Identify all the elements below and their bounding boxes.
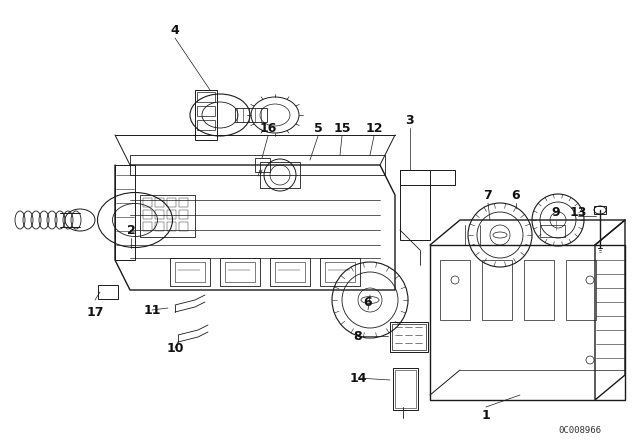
Bar xyxy=(167,210,176,219)
Text: 5: 5 xyxy=(314,121,323,134)
Text: 15: 15 xyxy=(333,121,351,134)
Bar xyxy=(143,222,152,231)
Bar xyxy=(390,322,428,352)
Text: 9: 9 xyxy=(552,206,560,219)
Bar xyxy=(155,198,164,207)
Bar xyxy=(130,155,385,175)
Bar xyxy=(594,206,606,214)
Bar xyxy=(179,222,188,231)
Bar xyxy=(197,106,215,116)
Text: 14: 14 xyxy=(349,371,367,384)
Text: 4: 4 xyxy=(171,23,179,36)
Text: 3: 3 xyxy=(406,113,414,126)
Bar xyxy=(167,198,176,207)
Bar xyxy=(155,210,164,219)
Bar xyxy=(175,262,205,282)
Text: 2: 2 xyxy=(127,224,136,237)
Bar xyxy=(143,198,152,207)
Bar xyxy=(524,260,554,320)
Bar xyxy=(395,370,416,408)
Bar xyxy=(430,245,625,400)
Text: 11: 11 xyxy=(143,303,161,316)
Bar xyxy=(235,108,267,122)
Text: 6: 6 xyxy=(364,296,372,309)
Bar xyxy=(255,158,270,172)
Text: 10: 10 xyxy=(166,341,184,354)
Bar xyxy=(197,92,215,102)
Bar xyxy=(195,90,217,140)
Text: 17: 17 xyxy=(86,306,104,319)
Bar xyxy=(392,324,426,350)
Text: 8: 8 xyxy=(354,329,362,343)
Bar xyxy=(179,210,188,219)
Bar xyxy=(260,162,300,188)
Text: 0C008966: 0C008966 xyxy=(559,426,602,435)
Bar xyxy=(155,222,164,231)
Bar xyxy=(140,195,195,237)
Bar xyxy=(400,170,430,240)
Bar xyxy=(325,262,355,282)
Bar xyxy=(440,260,470,320)
Bar xyxy=(275,262,305,282)
Bar xyxy=(170,258,210,286)
Bar xyxy=(320,258,360,286)
Text: 7: 7 xyxy=(484,189,492,202)
Bar xyxy=(482,260,512,320)
Bar xyxy=(270,258,310,286)
Bar xyxy=(566,260,596,320)
Bar xyxy=(197,120,215,130)
Bar xyxy=(179,198,188,207)
Bar xyxy=(143,210,152,219)
Text: 13: 13 xyxy=(570,206,587,219)
Bar xyxy=(220,258,260,286)
Bar xyxy=(400,170,455,185)
Text: 1: 1 xyxy=(482,409,490,422)
Text: 12: 12 xyxy=(365,121,383,134)
Bar xyxy=(225,262,255,282)
Bar xyxy=(167,222,176,231)
Bar xyxy=(393,368,418,410)
Text: 6: 6 xyxy=(512,189,520,202)
Bar xyxy=(540,225,565,237)
Bar xyxy=(115,165,135,260)
Bar xyxy=(98,285,118,299)
Text: 16: 16 xyxy=(259,121,276,134)
